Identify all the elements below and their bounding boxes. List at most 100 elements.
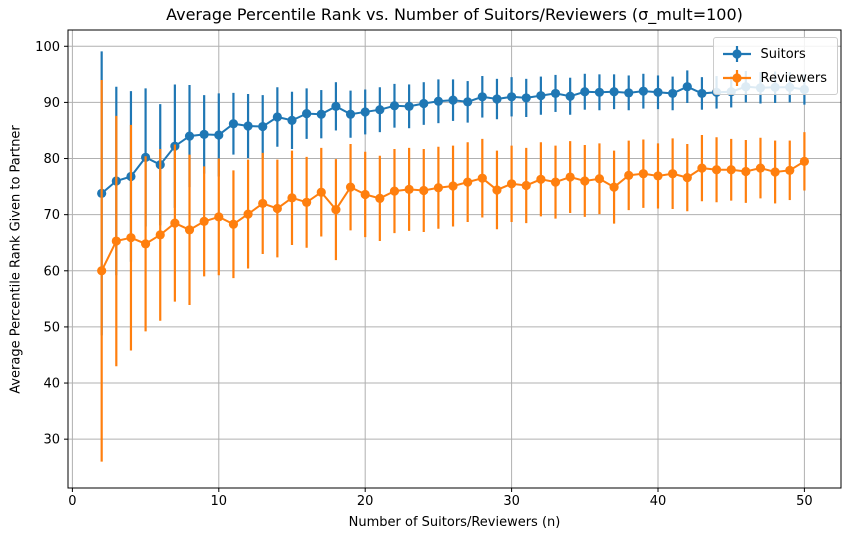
- data-point-suitors: [506, 92, 517, 102]
- data-point-reviewers: [214, 212, 224, 222]
- data-point-reviewers: [550, 177, 561, 187]
- data-point-reviewers: [741, 166, 751, 177]
- data-point-suitors: [433, 96, 443, 106]
- legend-label-suitors: Suitors: [760, 46, 806, 62]
- data-point-reviewers: [711, 165, 722, 175]
- data-point-reviewers: [682, 173, 692, 183]
- plot-frame: [67, 29, 842, 489]
- data-point-suitors: [228, 119, 239, 129]
- data-point-suitors: [638, 86, 648, 96]
- data-point-suitors: [580, 87, 590, 97]
- data-point-reviewers: [726, 165, 736, 175]
- data-point-reviewers: [419, 185, 429, 196]
- data-point-reviewers: [140, 239, 151, 249]
- data-point-reviewers: [375, 193, 385, 203]
- data-point-suitors: [565, 91, 575, 101]
- data-point-reviewers: [506, 179, 517, 189]
- data-point-suitors: [258, 121, 268, 132]
- data-point-reviewers: [170, 218, 180, 228]
- data-point-reviewers: [785, 165, 795, 175]
- data-point-suitors: [492, 94, 502, 104]
- data-point-suitors: [404, 101, 414, 111]
- data-point-reviewers: [302, 197, 312, 207]
- legend-item-suitors: Suitors: [721, 43, 828, 65]
- data-point-suitors: [184, 131, 195, 141]
- data-point-reviewers: [463, 177, 473, 187]
- y-tick-label: 90: [43, 96, 60, 111]
- data-point-reviewers: [433, 183, 443, 193]
- data-point-reviewers: [97, 266, 107, 276]
- data-point-suitors: [668, 88, 678, 99]
- data-point-suitors: [272, 112, 282, 122]
- data-point-reviewers: [448, 181, 458, 191]
- data-point-reviewers: [609, 182, 619, 192]
- data-point-reviewers: [272, 203, 282, 214]
- x-axis-label: Number of Suitors/Reviewers (n): [348, 515, 561, 530]
- data-point-suitors: [550, 88, 561, 99]
- data-point-reviewers: [638, 169, 648, 179]
- y-tick-label: 30: [43, 433, 60, 448]
- data-point-reviewers: [360, 189, 370, 200]
- data-point-reviewers: [770, 167, 780, 177]
- x-tick-label: 40: [650, 494, 667, 509]
- data-point-reviewers: [258, 198, 268, 209]
- data-point-suitors: [448, 95, 458, 105]
- x-tick-label: 10: [211, 494, 228, 509]
- data-point-suitors: [682, 82, 692, 92]
- data-point-reviewers: [624, 170, 634, 180]
- data-point-suitors: [594, 87, 605, 97]
- suitors-errorbar-key-icon: [722, 46, 751, 62]
- x-tick-label: 30: [503, 494, 520, 509]
- data-point-suitors: [477, 92, 487, 102]
- legend: Suitors Reviewers: [712, 37, 838, 95]
- data-point-reviewers: [126, 233, 136, 243]
- chart-title: Average Percentile Rank vs. Number of Su…: [166, 5, 743, 24]
- data-point-suitors: [360, 107, 370, 117]
- y-tick-label: 40: [43, 377, 60, 392]
- data-point-reviewers: [199, 216, 209, 226]
- data-point-reviewers: [331, 205, 341, 215]
- data-point-reviewers: [697, 163, 707, 173]
- data-point-reviewers: [521, 180, 531, 191]
- data-point-reviewers: [287, 193, 297, 203]
- data-point-suitors: [697, 88, 707, 99]
- legend-item-reviewers: Reviewers: [721, 67, 828, 89]
- data-point-suitors: [316, 109, 326, 119]
- data-point-reviewers: [345, 182, 356, 192]
- legend-label-reviewers: Reviewers: [760, 70, 828, 86]
- data-point-suitors: [419, 98, 429, 109]
- data-point-reviewers: [755, 163, 766, 173]
- data-point-suitors: [302, 109, 312, 119]
- data-point-suitors: [214, 130, 224, 140]
- data-point-reviewers: [536, 174, 546, 184]
- reviewers-errorbar-key-icon: [722, 70, 751, 86]
- y-tick-label: 80: [43, 152, 60, 167]
- data-point-suitors: [463, 97, 473, 107]
- data-point-reviewers: [228, 219, 239, 229]
- data-point-suitors: [375, 105, 385, 115]
- data-point-reviewers: [389, 186, 400, 196]
- data-point-reviewers: [184, 225, 195, 235]
- data-point-reviewers: [155, 230, 165, 240]
- data-point-suitors: [653, 87, 663, 97]
- x-tick-label: 0: [68, 494, 76, 509]
- data-point-reviewers: [668, 169, 678, 179]
- x-tick-label: 20: [357, 494, 374, 509]
- data-point-suitors: [287, 115, 297, 125]
- data-point-suitors: [624, 88, 634, 98]
- data-point-reviewers: [565, 172, 575, 182]
- y-tick-label: 100: [35, 40, 60, 55]
- data-point-reviewers: [799, 156, 809, 166]
- data-point-reviewers: [594, 174, 605, 184]
- y-tick-label: 70: [43, 208, 60, 223]
- data-point-suitors: [536, 91, 546, 101]
- data-point-reviewers: [653, 171, 663, 181]
- data-point-suitors: [199, 129, 209, 139]
- data-point-reviewers: [243, 209, 253, 219]
- x-tick-label: 50: [796, 494, 813, 509]
- y-tick-label: 60: [43, 264, 60, 279]
- data-point-reviewers: [477, 173, 487, 183]
- y-tick-label: 50: [43, 320, 60, 335]
- data-point-suitors: [345, 109, 356, 119]
